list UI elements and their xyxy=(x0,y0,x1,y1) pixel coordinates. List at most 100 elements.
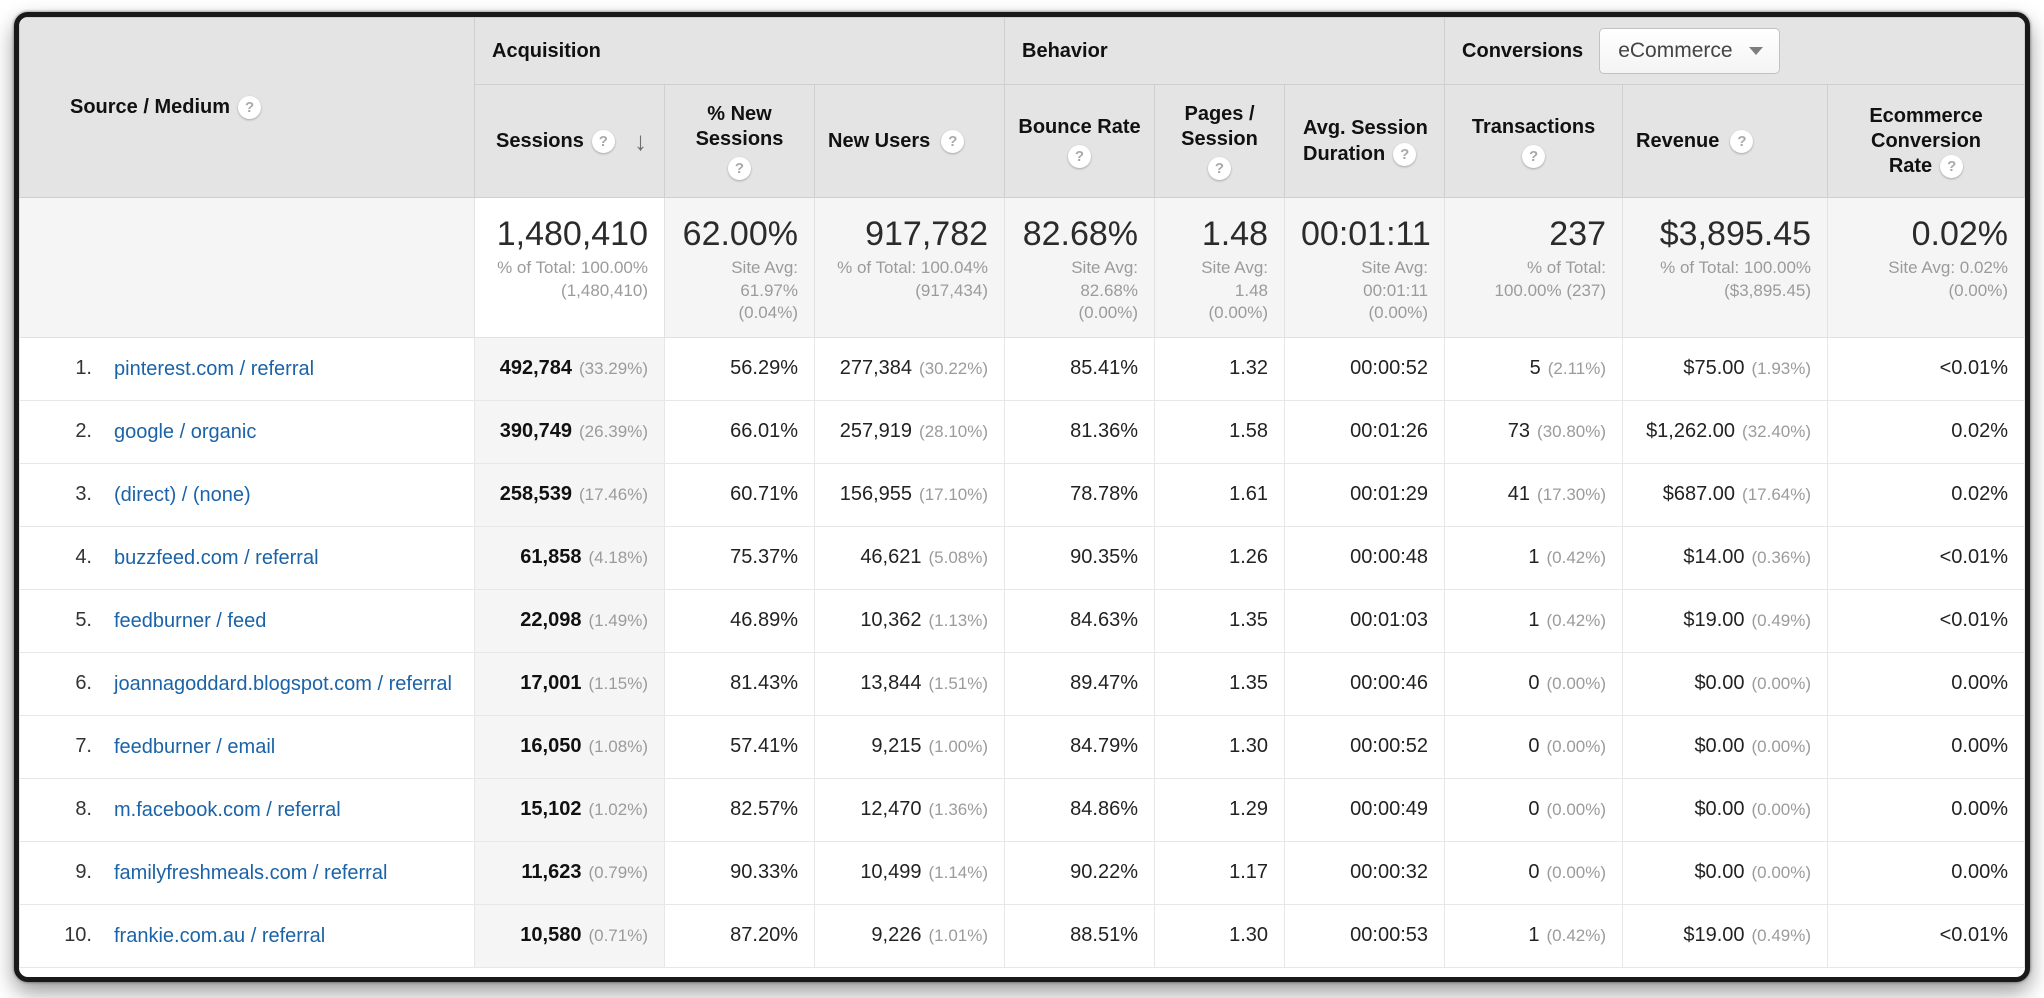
group-header-behavior: Behavior xyxy=(1004,17,1446,85)
total-revenue-value: $3,895.45 xyxy=(1659,215,1812,253)
ecommerce-rate-cell: 0.02% xyxy=(1827,462,2025,527)
help-icon[interactable]: ? xyxy=(238,96,262,120)
sessions-cell: 10,580 (0.71%) xyxy=(474,903,665,968)
bounce-rate-cell: 89.47% xyxy=(1004,651,1156,716)
source-medium-link[interactable]: buzzfeed.com / referral xyxy=(114,546,319,569)
behavior-label: Behavior xyxy=(1022,39,1108,62)
help-icon[interactable]: ? xyxy=(1522,144,1546,168)
help-icon[interactable]: ? xyxy=(1730,129,1754,153)
source-medium-link[interactable]: feedburner / feed xyxy=(114,609,267,632)
source-medium-cell: 10. frankie.com.au / referral xyxy=(19,903,475,968)
pages-session-cell: 1.30 xyxy=(1154,903,1286,968)
total-ecommerce-rate-value: 0.02% xyxy=(1911,215,2008,253)
pages-session-cell: 1.32 xyxy=(1154,336,1286,401)
column-header-pct-new-sessions[interactable]: % New Sessions? xyxy=(664,84,815,198)
column-header-ecommerce-conversion-rate[interactable]: Ecommerce Conversion Rate? xyxy=(1827,84,2025,198)
pct-new-sessions-cell: 87.20% xyxy=(664,903,815,968)
ecommerce-rate-cell: 0.00% xyxy=(1827,651,2025,716)
source-medium-link[interactable]: frankie.com.au / referral xyxy=(114,924,326,947)
total-pages-session-sub: Site Avg: 1.48 (0.00%) xyxy=(1201,258,1269,323)
column-header-source-medium[interactable]: Source / Medium? xyxy=(19,17,475,198)
sessions-cell: 492,784 (33.29%) xyxy=(474,336,665,401)
source-medium-link[interactable]: m.facebook.com / referral xyxy=(114,798,341,821)
analytics-table-panel: Source / Medium? Acquisition Behavior Co… xyxy=(14,12,2030,982)
totals-empty-cell xyxy=(19,197,475,338)
ecommerce-rate-cell: <0.01% xyxy=(1827,336,2025,401)
source-medium-label: Source / Medium xyxy=(70,95,231,118)
help-icon[interactable]: ? xyxy=(1940,154,1964,178)
source-medium-link[interactable]: feedburner / email xyxy=(114,735,276,758)
table-row: 1. pinterest.com / referral 492,784 (33.2… xyxy=(19,336,2025,401)
conversions-goal-dropdown[interactable]: eCommerce xyxy=(1599,28,1780,74)
column-header-new-users[interactable]: New Users? xyxy=(813,84,1006,198)
total-sessions: 1,480,410 % of Total: 100.00% (1,480,410… xyxy=(474,197,665,338)
group-header-conversions: Conversions eCommerce xyxy=(1444,17,2025,85)
column-header-revenue[interactable]: Revenue? xyxy=(1622,84,1829,198)
help-icon[interactable]: ? xyxy=(1393,143,1417,167)
total-avg-duration-value: 00:01:11 xyxy=(1301,215,1431,253)
column-header-pages-session[interactable]: Pages / Session? xyxy=(1154,84,1286,198)
total-pct-new-sessions-sub: Site Avg: 61.97% (0.04%) xyxy=(731,258,798,323)
avg-duration-cell: 00:00:52 xyxy=(1284,714,1446,779)
row-rank: 10. xyxy=(64,924,92,947)
sessions-cell: 390,749 (26.39%) xyxy=(474,399,665,464)
column-header-transactions[interactable]: Transactions? xyxy=(1444,84,1624,198)
source-medium-link[interactable]: pinterest.com / referral xyxy=(114,357,315,380)
revenue-label: Revenue xyxy=(1636,129,1720,152)
transactions-cell: 41 (17.30%) xyxy=(1444,462,1624,527)
sort-descending-icon[interactable]: ↓ xyxy=(634,125,647,156)
bounce-rate-cell: 84.86% xyxy=(1004,777,1156,842)
pct-new-sessions-cell: 90.33% xyxy=(664,840,815,905)
avg-duration-cell: 00:00:48 xyxy=(1284,525,1446,590)
transactions-cell: 1 (0.42%) xyxy=(1444,525,1624,590)
source-medium-link[interactable]: familyfreshmeals.com / referral xyxy=(114,861,388,884)
avg-duration-cell: 00:00:32 xyxy=(1284,840,1446,905)
total-transactions-sub: % of Total: 100.00% (237) xyxy=(1494,258,1607,300)
ecommerce-rate-cell: <0.01% xyxy=(1827,903,2025,968)
help-icon[interactable]: ? xyxy=(941,129,965,153)
new-users-cell: 12,470 (1.36%) xyxy=(813,777,1006,842)
help-icon[interactable]: ? xyxy=(591,129,615,153)
sessions-cell: 15,102 (1.02%) xyxy=(474,777,665,842)
help-icon[interactable]: ? xyxy=(1068,144,1092,168)
pct-new-sessions-cell: 56.29% xyxy=(664,336,815,401)
header-group-row: Source / Medium? Acquisition Behavior Co… xyxy=(19,17,2025,198)
pages-session-cell: 1.29 xyxy=(1154,777,1286,842)
revenue-cell: $19.00 (0.49%) xyxy=(1622,903,1829,968)
help-icon[interactable]: ? xyxy=(728,157,751,180)
total-pages-session-value: 1.48 xyxy=(1201,215,1269,253)
avg-duration-cell: 00:01:29 xyxy=(1284,462,1446,527)
pct-new-sessions-cell: 82.57% xyxy=(664,777,815,842)
total-new-users: 917,782 % of Total: 100.04% (917,434) xyxy=(813,197,1006,338)
total-ecommerce-rate-sub: Site Avg: 0.02% (0.00%) xyxy=(1888,258,2008,300)
pct-new-sessions-cell: 66.01% xyxy=(664,399,815,464)
source-medium-link[interactable]: (direct) / (none) xyxy=(114,483,251,506)
pct-new-sessions-cell: 46.89% xyxy=(664,588,815,653)
sessions-cell: 258,539 (17.46%) xyxy=(474,462,665,527)
column-header-sessions[interactable]: Sessions? ↓ xyxy=(474,84,665,198)
pages-session-cell: 1.61 xyxy=(1154,462,1286,527)
table-row: 4. buzzfeed.com / referral 61,858 (4.18%)… xyxy=(19,525,2025,590)
new-users-cell: 10,499 (1.14%) xyxy=(813,840,1006,905)
sessions-cell: 16,050 (1.08%) xyxy=(474,714,665,779)
revenue-cell: $14.00 (0.36%) xyxy=(1622,525,1829,590)
source-medium-cell: 6. joannagoddard.blogspot.com / referral xyxy=(19,651,475,716)
source-medium-link[interactable]: joannagoddard.blogspot.com / referral xyxy=(114,672,452,695)
total-bounce-rate-sub: Site Avg: 82.68% (0.00%) xyxy=(1071,258,1139,323)
source-medium-link[interactable]: google / organic xyxy=(114,420,257,443)
help-icon[interactable]: ? xyxy=(1208,157,1232,180)
column-header-bounce-rate[interactable]: Bounce Rate? xyxy=(1004,84,1156,198)
avg-duration-cell: 00:01:26 xyxy=(1284,399,1446,464)
total-revenue: $3,895.45 % of Total: 100.00% ($3,895.45… xyxy=(1622,197,1829,338)
column-header-avg-session-duration[interactable]: Avg. Session Duration? xyxy=(1284,84,1446,198)
transactions-cell: 0 (0.00%) xyxy=(1444,840,1624,905)
pct-new-sessions-cell: 81.43% xyxy=(664,651,815,716)
bounce-rate-cell: 84.79% xyxy=(1004,714,1156,779)
total-pct-new-sessions: 62.00% Site Avg: 61.97% (0.04%) xyxy=(664,197,815,338)
revenue-cell: $19.00 (0.49%) xyxy=(1622,588,1829,653)
revenue-cell: $1,262.00 (32.40%) xyxy=(1622,399,1829,464)
total-bounce-rate: 82.68% Site Avg: 82.68% (0.00%) xyxy=(1004,197,1156,338)
ecommerce-conversion-rate-label: Ecommerce Conversion Rate xyxy=(1869,104,1983,177)
table-row: 3. (direct) / (none) 258,539 (17.46%) 60.… xyxy=(19,462,2025,527)
row-rank: 3. xyxy=(75,483,92,506)
